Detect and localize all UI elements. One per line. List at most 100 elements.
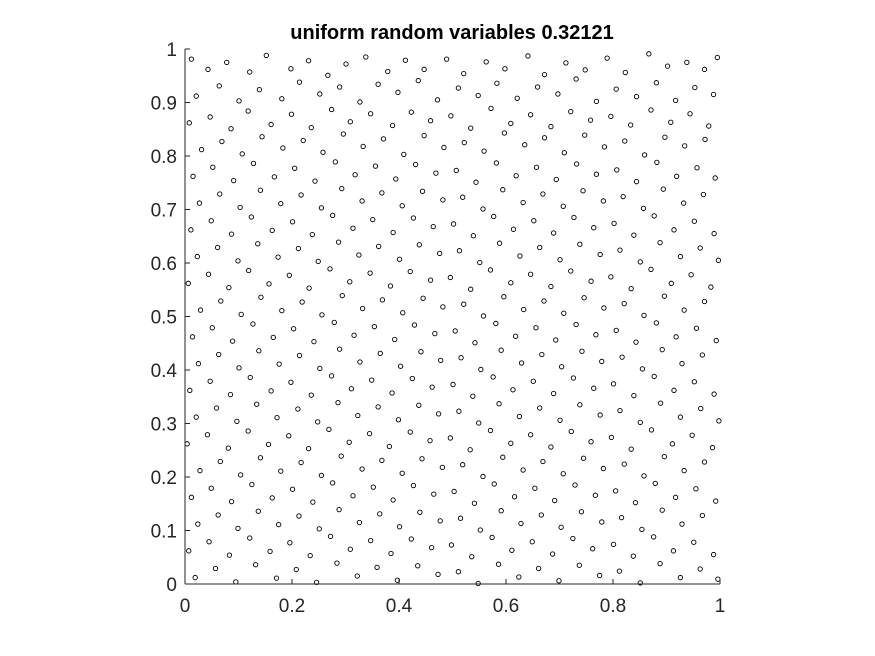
scatter-point [443, 56, 450, 62]
scatter-point [186, 548, 192, 554]
scatter-point [356, 252, 362, 258]
scatter-point [659, 347, 665, 353]
scatter-point [587, 117, 594, 123]
scatter-point [596, 572, 603, 579]
scatter-point [237, 204, 243, 211]
scatter-point [389, 390, 395, 396]
scatter-point [395, 417, 402, 423]
scatter-point [206, 539, 212, 545]
scatter-point [537, 244, 543, 251]
scatter-point [550, 230, 557, 236]
scatter-point [330, 212, 336, 219]
scatter-point [370, 484, 376, 490]
scatter-point [315, 419, 321, 425]
scatter-point [245, 428, 251, 434]
scatter-point [346, 439, 352, 445]
scatter-point [571, 214, 577, 221]
scatter-point [510, 387, 516, 393]
scatter-point [238, 311, 244, 318]
y-tick-label: 0.2 [151, 468, 177, 489]
scatter-point [657, 240, 663, 246]
scatter-point [254, 401, 260, 407]
scatter-point [327, 533, 334, 540]
scatter-point [257, 187, 264, 193]
scatter-point [597, 251, 603, 258]
scatter-point [450, 381, 456, 388]
x-tick-label: 0.4 [386, 596, 413, 617]
scatter-point [476, 420, 482, 426]
scatter-point [456, 248, 463, 254]
scatter-point [397, 363, 404, 369]
scatter-point [674, 173, 680, 179]
scatter-point [715, 576, 721, 582]
scatter-point [451, 488, 457, 495]
scatter-point [205, 271, 212, 277]
scatter-point [320, 149, 326, 155]
scatter-point [548, 283, 554, 290]
scatter-point [354, 573, 360, 579]
scatter-point [580, 455, 587, 461]
scatter-point [641, 152, 648, 158]
scatter-point [664, 63, 671, 69]
scatter-point [608, 274, 614, 280]
y-tick-label: 0.7 [151, 201, 177, 222]
scatter-point [197, 467, 203, 474]
scatter-point [716, 418, 722, 424]
scatter-point [421, 66, 427, 72]
scatter-point [641, 312, 647, 319]
x-tick-label: 0.8 [600, 596, 626, 617]
scatter-point [680, 200, 687, 206]
scatter-point [631, 393, 637, 399]
scatter-point [677, 574, 684, 581]
scatter-point [501, 130, 508, 136]
scatter-point [480, 206, 486, 212]
scatter-point [455, 569, 462, 575]
scatter-point [415, 77, 421, 84]
scatter-point [187, 387, 193, 393]
scatter-point [296, 513, 302, 519]
scatter-point [516, 413, 523, 420]
scatter-point [273, 575, 280, 581]
scatter-point [416, 242, 422, 248]
scatter-point [613, 86, 619, 92]
scatter-point [386, 443, 393, 450]
scatter-point [535, 565, 542, 572]
scatter-point [184, 441, 190, 447]
scatter-point [250, 321, 256, 327]
scatter-point [709, 444, 716, 451]
scatter-point [520, 467, 526, 473]
scatter-point [561, 150, 567, 156]
scatter-point [512, 333, 519, 339]
scatter-point [694, 165, 700, 171]
scatter-point [419, 456, 425, 462]
scatter-point [673, 334, 679, 340]
scatter-point [359, 466, 365, 472]
scatter-point [468, 125, 474, 131]
scatter-point [560, 203, 566, 209]
scatter-point [380, 136, 387, 142]
scatter-point [697, 566, 703, 572]
scatter-point [375, 404, 381, 410]
scatter-point [692, 84, 698, 91]
scatter-point [250, 160, 257, 167]
scatter-point [489, 534, 495, 541]
scatter-point [578, 509, 585, 515]
scatter-point [563, 60, 569, 66]
scatter-point [577, 241, 583, 247]
scatter-point [558, 364, 565, 370]
scatter-point [196, 200, 203, 206]
scatter-point [491, 213, 497, 220]
scatter-point [491, 481, 497, 487]
scatter-point [508, 440, 514, 446]
scatter-point [435, 411, 442, 417]
scatter-point [701, 66, 708, 72]
scatter-point [548, 123, 554, 130]
scatter-point [610, 541, 617, 548]
scatter-point [531, 218, 537, 224]
scatter-point [224, 59, 230, 66]
scatter-point [588, 439, 594, 445]
scatter-point [475, 580, 481, 587]
scatter-point [679, 360, 685, 367]
scatter-point [385, 68, 391, 75]
scatter-point [470, 233, 477, 239]
